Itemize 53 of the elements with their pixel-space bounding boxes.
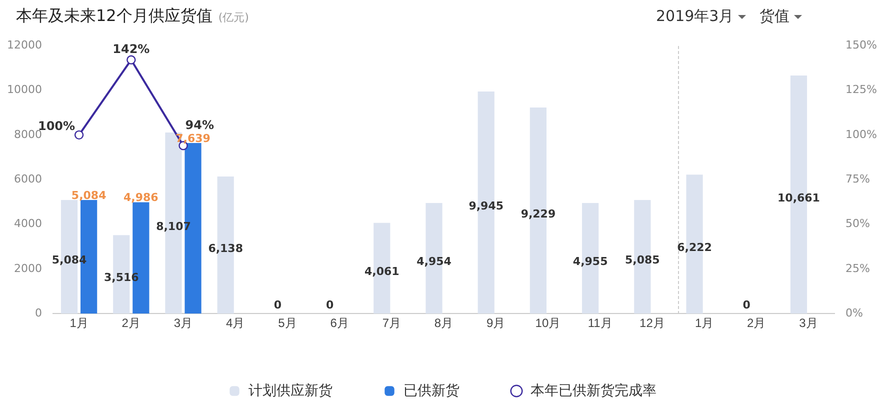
legend-label: 已供新货 — [404, 382, 460, 398]
data-label: 94% — [185, 118, 214, 132]
y2-tick-label: 25% — [846, 262, 870, 275]
x-tick-label: 11月 — [588, 316, 612, 330]
data-label: 4,955 — [572, 255, 608, 268]
point — [74, 130, 84, 140]
x-tick-label: 5月 — [278, 316, 297, 330]
y-tick-label: 0 — [34, 306, 42, 320]
data-label: 4,986 — [124, 191, 159, 204]
y-tick-label: 4000 — [14, 217, 42, 230]
x-tick-label: 7月 — [382, 316, 402, 330]
x-tick-label: 2月 — [747, 316, 766, 330]
x-tick-label: 10月 — [535, 316, 561, 330]
y2-tick-label: 75% — [846, 172, 870, 186]
chart-title: 本年及未来12个月供应货值 — [16, 6, 212, 25]
x-tick-label: 1月 — [70, 316, 88, 330]
y2-tick-label: 50% — [846, 217, 870, 230]
x-tick-label: 1月 — [694, 316, 714, 330]
x-tick-label: 9月 — [486, 316, 506, 330]
x-tick-label: 3月 — [174, 316, 193, 330]
y2-tick-label: 0% — [846, 306, 864, 320]
y-tick-label: 6000 — [14, 172, 42, 186]
x-tick-label: 8月 — [434, 316, 454, 330]
data-label: 0 — [326, 298, 334, 312]
data-label: 4,954 — [416, 255, 452, 268]
x-tick-label: 12月 — [640, 316, 665, 330]
y-tick-label: 10000 — [6, 83, 42, 96]
data-label: 142% — [112, 42, 150, 56]
y-tick-label: 12000 — [6, 38, 42, 52]
data-label: 4,061 — [364, 265, 400, 278]
data-label: 0 — [742, 298, 751, 312]
x-tick-label: 3月 — [799, 316, 818, 330]
data-label: 5,084 — [71, 188, 107, 202]
data-label: 9,945 — [468, 199, 504, 212]
legend-label: 计划供应新货 — [248, 382, 332, 398]
data-label: 6,138 — [208, 242, 243, 255]
x-tick-label: 2月 — [122, 316, 140, 330]
data-label: 6,222 — [677, 240, 712, 254]
y2-tick-label: 100% — [846, 128, 878, 141]
text: 货值 — [760, 7, 790, 26]
point — [126, 55, 136, 64]
data-label: 9,229 — [520, 207, 556, 220]
y2-tick-label: 150% — [846, 38, 878, 52]
text: 2019年3月 — [656, 7, 734, 26]
legend-label: 本年已供新货完成率 — [530, 382, 656, 398]
data-label: 0 — [274, 298, 282, 312]
y2-tick-label: 125% — [846, 83, 878, 96]
x-tick-label: 4月 — [226, 316, 245, 330]
chart-subtitle: (亿元) — [218, 11, 249, 24]
data-label: 5,085 — [625, 254, 660, 267]
data-label: 10,661 — [778, 191, 820, 204]
x-tick-label: 6月 — [330, 316, 349, 330]
y-tick-label: 2000 — [14, 262, 42, 275]
